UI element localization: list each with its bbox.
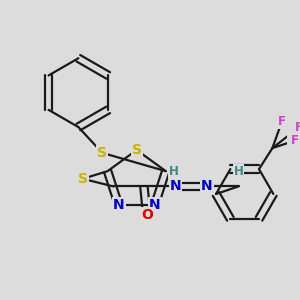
Text: S: S <box>78 172 88 186</box>
Text: N: N <box>113 198 124 212</box>
Text: O: O <box>141 208 153 222</box>
Text: S: S <box>132 143 142 157</box>
Text: N: N <box>201 179 213 194</box>
Text: F: F <box>278 115 286 128</box>
Text: F: F <box>291 134 299 147</box>
Text: H: H <box>234 165 244 178</box>
Text: F: F <box>295 121 300 134</box>
Text: N: N <box>169 179 181 194</box>
Text: S: S <box>97 146 107 160</box>
Text: N: N <box>149 198 161 212</box>
Text: H: H <box>169 165 178 178</box>
